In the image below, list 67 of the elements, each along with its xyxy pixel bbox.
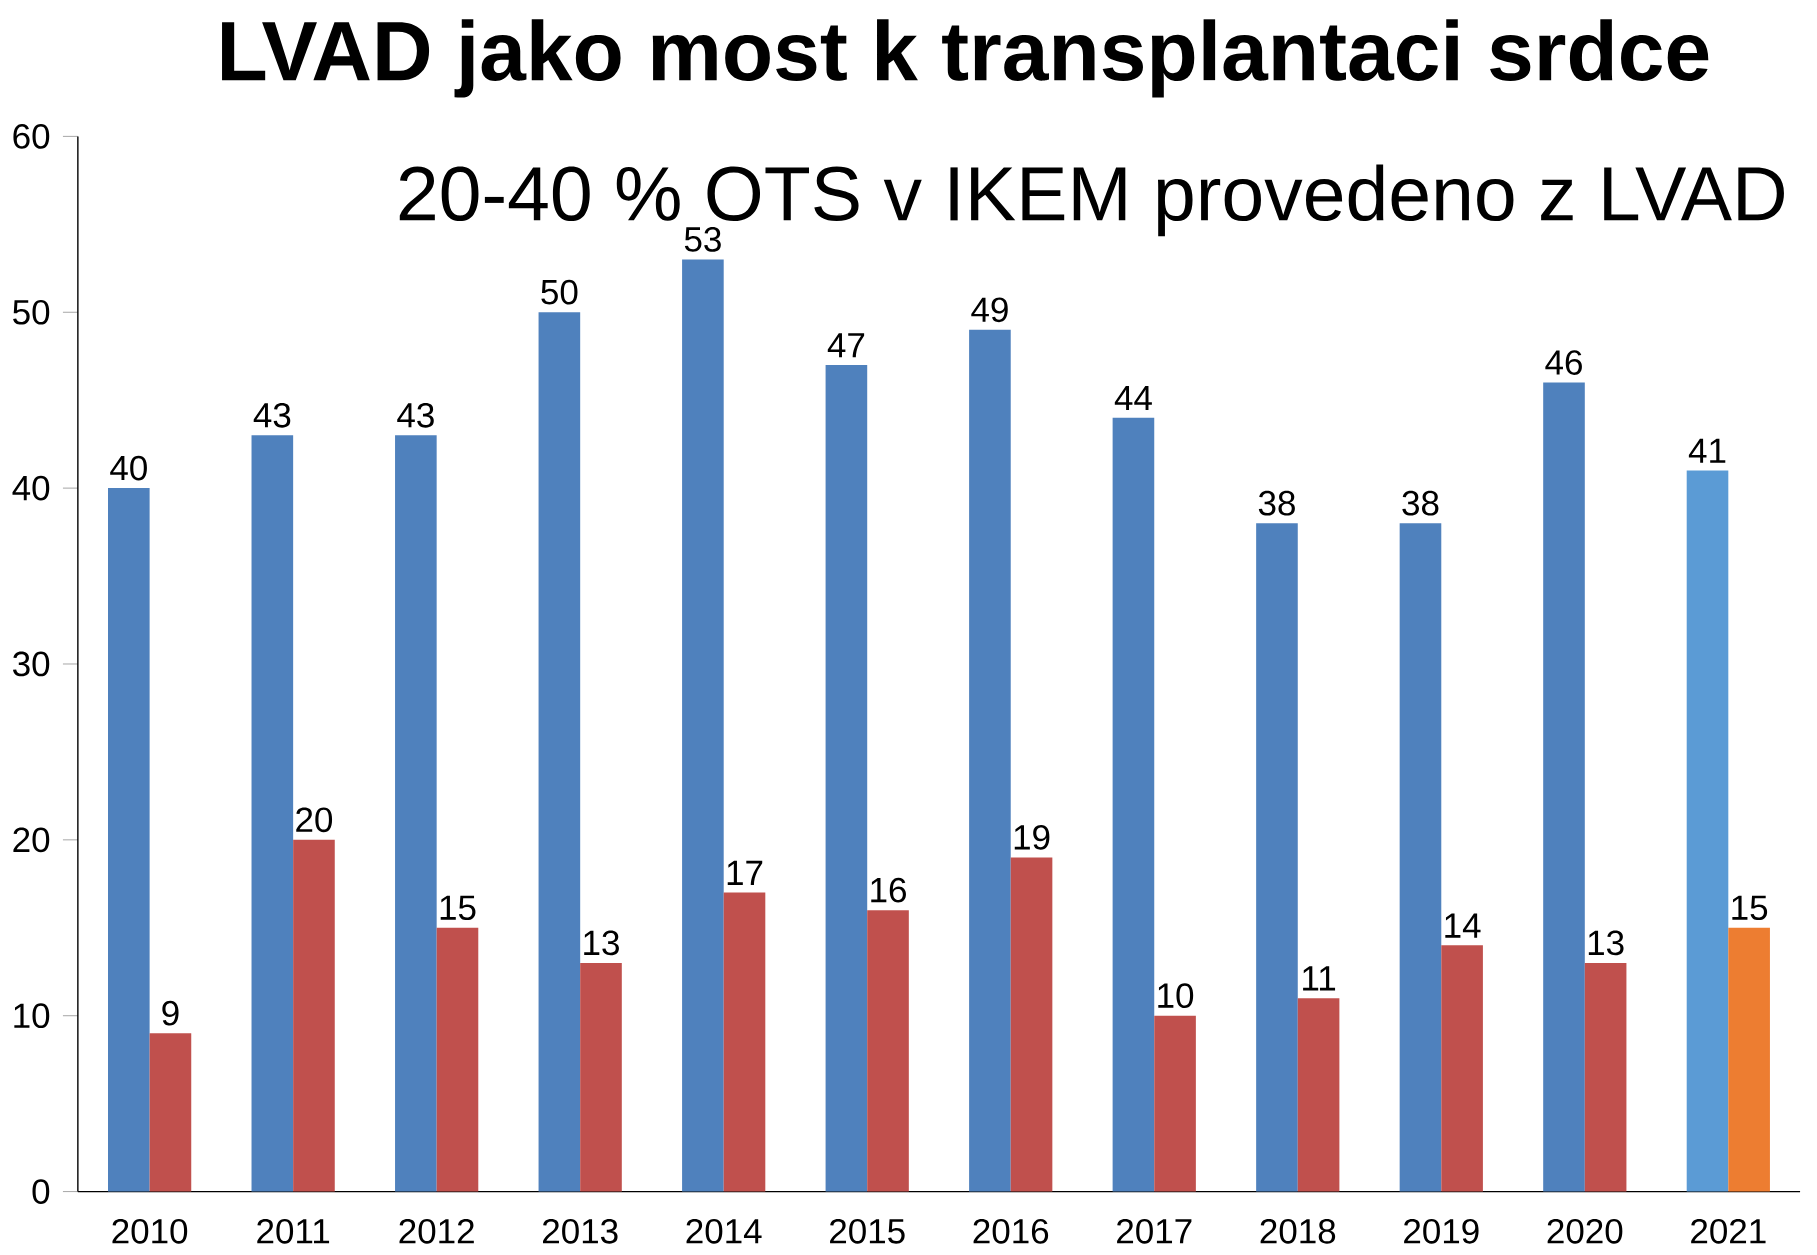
data-label: 9 (162, 1000, 179, 1026)
bar (867, 910, 909, 1192)
y-tick-label: 60 (13, 123, 50, 149)
bar (1154, 1015, 1196, 1192)
bar (108, 487, 150, 1192)
data-label: 46 (1545, 349, 1582, 375)
data-label: 41 (1688, 438, 1726, 463)
x-tick-label: 2016 (973, 1218, 1049, 1244)
data-label: 50 (541, 279, 578, 305)
bar (580, 962, 622, 1192)
bar (1256, 523, 1298, 1192)
data-label: 43 (253, 402, 291, 428)
bar (723, 892, 766, 1192)
data-label: 38 (1402, 490, 1439, 516)
bar (293, 839, 335, 1192)
data-label: 10 (1158, 983, 1194, 1008)
bar (682, 259, 724, 1192)
data-label: 43 (397, 402, 434, 428)
data-label: 40 (110, 455, 147, 481)
x-tick-label: 2013 (543, 1218, 618, 1244)
bar (149, 1033, 192, 1192)
x-tick-label: 2010 (112, 1218, 188, 1244)
bar (969, 329, 1011, 1192)
data-label: 14 (1445, 913, 1481, 938)
bar (251, 435, 294, 1192)
bar (1441, 945, 1483, 1192)
x-tick-label: 2019 (1404, 1218, 1479, 1244)
y-tick-label: 50 (13, 299, 50, 325)
data-label: 19 (1014, 824, 1050, 850)
bar (395, 435, 437, 1192)
bar (1112, 417, 1155, 1192)
data-label: 44 (1114, 385, 1152, 410)
data-label: 20 (296, 807, 333, 832)
x-tick-label: 2015 (830, 1218, 905, 1244)
bar (1010, 857, 1053, 1192)
bar (1399, 523, 1442, 1192)
data-label: 47 (827, 333, 865, 358)
x-tick-label: 2021 (1691, 1218, 1766, 1244)
y-tick-label: 30 (12, 651, 50, 677)
y-tick-label: 20 (13, 827, 50, 853)
data-label: 49 (971, 297, 1008, 322)
x-tick-label: 2017 (1117, 1218, 1192, 1244)
data-label: 16 (871, 877, 906, 903)
x-tick-label: 2020 (1547, 1218, 1623, 1244)
bar (1686, 470, 1729, 1192)
chart-title: LVAD jako most k transplantaci srdce (222, 19, 1709, 98)
x-tick-label: 2014 (686, 1218, 762, 1244)
y-tick-label: 0 (32, 1179, 50, 1204)
bar (538, 312, 581, 1192)
bar (825, 364, 868, 1192)
bar (1297, 997, 1340, 1192)
bar (1728, 927, 1770, 1192)
data-label: 15 (440, 895, 476, 920)
data-label: 17 (727, 860, 763, 885)
data-label: 13 (584, 930, 619, 956)
x-tick-label: 2018 (1260, 1218, 1336, 1244)
data-label: 15 (1732, 895, 1768, 920)
data-label: 13 (1588, 930, 1624, 956)
y-tick-label: 10 (14, 1003, 50, 1028)
data-label: 38 (1258, 490, 1295, 516)
x-tick-label: 2011 (257, 1218, 330, 1244)
bar (436, 927, 479, 1192)
data-label: 11 (1303, 966, 1336, 991)
y-tick-label: 40 (12, 475, 50, 501)
bar (1543, 382, 1585, 1192)
x-tick-label: 2012 (399, 1218, 474, 1244)
bar (1584, 962, 1627, 1192)
